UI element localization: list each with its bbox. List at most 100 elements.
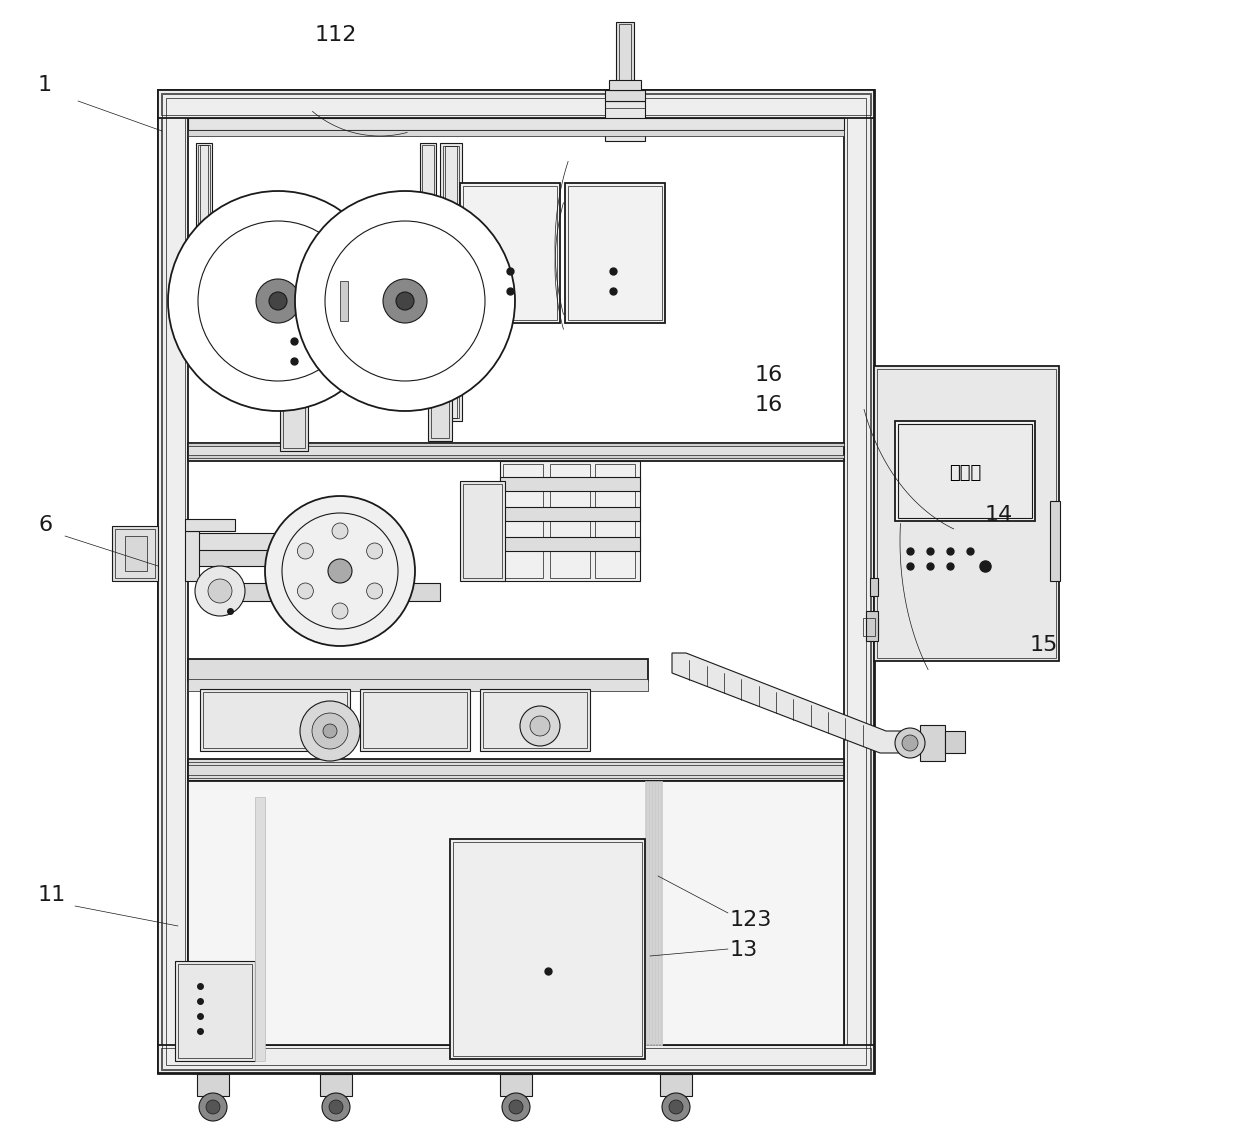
Bar xyxy=(605,90,645,102)
Bar xyxy=(415,323,467,341)
Bar xyxy=(188,443,844,446)
Bar xyxy=(200,145,208,339)
Bar xyxy=(270,349,317,371)
Circle shape xyxy=(298,583,314,599)
Bar xyxy=(500,537,640,551)
Text: 14: 14 xyxy=(985,505,1013,525)
Bar xyxy=(422,145,434,339)
Bar xyxy=(844,90,874,1073)
Bar xyxy=(619,24,631,88)
Bar xyxy=(340,281,348,321)
Bar xyxy=(920,725,945,761)
Circle shape xyxy=(383,280,427,323)
Bar xyxy=(480,689,590,751)
Bar xyxy=(200,689,350,751)
Bar xyxy=(847,94,870,1070)
Bar xyxy=(175,961,255,1061)
Bar xyxy=(484,691,587,748)
Bar xyxy=(196,143,212,341)
Text: 触摸屏: 触摸屏 xyxy=(949,464,981,482)
Circle shape xyxy=(662,1093,689,1120)
Bar xyxy=(162,94,870,1069)
Bar xyxy=(270,329,317,351)
Bar xyxy=(157,90,188,1073)
Circle shape xyxy=(329,1100,343,1114)
Text: 13: 13 xyxy=(730,940,758,960)
Bar xyxy=(188,118,844,130)
Circle shape xyxy=(295,191,515,411)
Bar xyxy=(428,341,453,442)
Circle shape xyxy=(322,1093,350,1120)
Bar xyxy=(595,464,635,578)
Circle shape xyxy=(195,566,246,616)
Text: 11: 11 xyxy=(38,885,66,905)
Circle shape xyxy=(367,583,383,599)
Bar xyxy=(866,610,878,641)
Bar xyxy=(188,443,844,461)
Bar xyxy=(649,780,650,1045)
Bar xyxy=(870,618,878,636)
Bar xyxy=(280,321,308,451)
Circle shape xyxy=(208,578,232,602)
Bar xyxy=(945,731,965,753)
Bar xyxy=(161,1047,870,1070)
Bar xyxy=(1050,501,1060,581)
Bar xyxy=(568,186,662,319)
Bar xyxy=(895,421,1035,521)
Bar xyxy=(660,780,662,1045)
Bar xyxy=(500,507,640,521)
Bar xyxy=(415,343,467,361)
Bar xyxy=(445,146,458,418)
Bar xyxy=(877,369,1056,658)
Bar xyxy=(185,519,236,531)
Bar xyxy=(270,309,317,331)
Bar xyxy=(500,1074,532,1097)
Text: 112: 112 xyxy=(315,25,357,44)
Bar xyxy=(460,482,505,581)
Bar xyxy=(363,691,467,748)
Circle shape xyxy=(502,1093,529,1120)
Bar xyxy=(125,536,148,570)
Bar xyxy=(609,80,641,90)
Bar xyxy=(657,780,658,1045)
Bar xyxy=(185,531,198,581)
Bar xyxy=(440,143,463,421)
Bar xyxy=(241,583,440,601)
Bar xyxy=(500,477,640,491)
Bar xyxy=(188,775,844,778)
Circle shape xyxy=(312,713,348,748)
Bar xyxy=(320,1074,352,1097)
Bar xyxy=(188,759,844,780)
Bar xyxy=(161,94,870,115)
Text: 16: 16 xyxy=(755,395,784,415)
Bar xyxy=(166,98,866,1065)
Polygon shape xyxy=(672,653,910,753)
Bar xyxy=(605,119,645,141)
Bar xyxy=(565,183,665,323)
Bar xyxy=(450,839,645,1059)
Bar xyxy=(443,146,459,418)
Text: 16: 16 xyxy=(755,365,784,385)
Circle shape xyxy=(901,735,918,751)
Text: 15: 15 xyxy=(1030,636,1059,655)
Bar xyxy=(203,691,347,748)
Bar xyxy=(188,533,308,551)
Text: 123: 123 xyxy=(730,911,773,930)
Circle shape xyxy=(329,559,352,583)
Bar xyxy=(660,1074,692,1097)
Bar xyxy=(188,679,649,691)
Circle shape xyxy=(322,725,337,738)
Circle shape xyxy=(529,717,551,736)
Text: 6: 6 xyxy=(38,515,52,535)
Bar xyxy=(112,526,157,581)
Bar xyxy=(188,130,844,136)
Bar xyxy=(645,780,647,1045)
Bar xyxy=(898,424,1032,518)
Bar xyxy=(463,484,502,578)
Bar xyxy=(874,366,1059,661)
Bar xyxy=(616,22,634,90)
Circle shape xyxy=(167,191,388,411)
Circle shape xyxy=(198,1093,227,1120)
Bar xyxy=(420,143,436,341)
Bar xyxy=(188,550,308,566)
